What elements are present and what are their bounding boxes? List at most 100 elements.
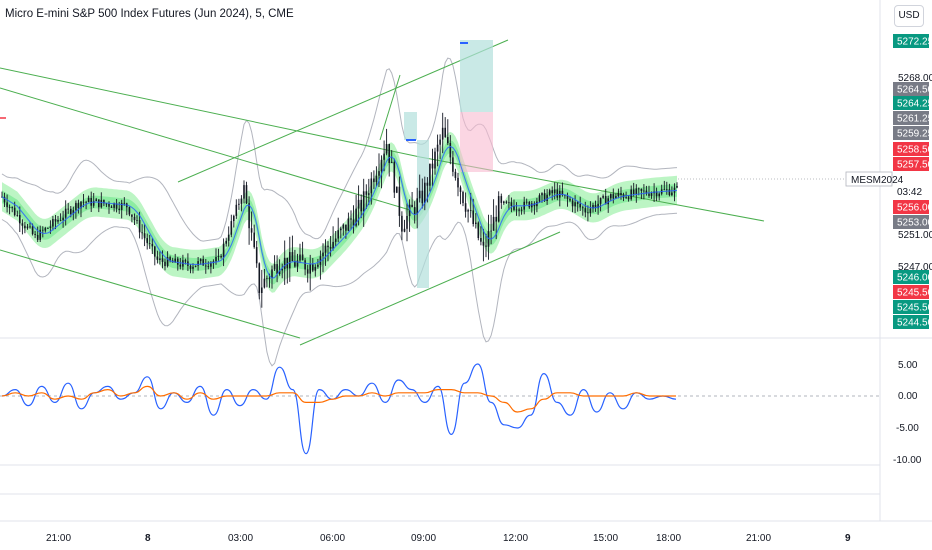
- oscillator-pane: [0, 363, 880, 455]
- candle-body: [390, 161, 393, 163]
- candle-body: [671, 192, 673, 196]
- candle-body: [546, 194, 548, 201]
- time-tick: 9: [845, 533, 851, 544]
- oscillator-tick: -5.00: [896, 423, 919, 434]
- candle-body: [342, 224, 345, 229]
- candle-body: [650, 193, 653, 196]
- candle-body: [44, 228, 47, 231]
- short-target-zone: [460, 40, 493, 112]
- time-tick: 21:00: [46, 533, 71, 544]
- candle-body: [462, 191, 464, 204]
- time-tick: 06:00: [320, 533, 345, 544]
- candle-body: [441, 127, 444, 140]
- oscillator-tick: 5.00: [898, 360, 918, 371]
- oscillator-tick: 0.00: [898, 391, 918, 402]
- candle-body: [648, 193, 650, 196]
- long-target-zone: [417, 140, 429, 288]
- candle-body: [607, 198, 609, 205]
- candle-body: [393, 161, 396, 193]
- candle-body: [210, 263, 212, 267]
- keltner-band-fill: [2, 131, 677, 293]
- currency-button[interactable]: USD: [894, 5, 924, 27]
- candle-body: [110, 206, 113, 208]
- candle-body: [632, 189, 635, 194]
- candle-body: [24, 225, 26, 229]
- candle-body: [199, 259, 202, 262]
- candle-body: [406, 215, 408, 229]
- candle-body: [503, 201, 505, 203]
- candle-body: [19, 215, 21, 224]
- candle-body: [166, 257, 169, 267]
- candle-body: [322, 252, 324, 257]
- time-tick: 03:00: [228, 533, 253, 544]
- candle-body: [449, 143, 452, 158]
- candle-body: [52, 219, 54, 227]
- candle-body: [59, 220, 62, 221]
- candle-body: [215, 257, 217, 262]
- candle-body: [161, 258, 164, 262]
- candle-body: [189, 265, 192, 269]
- candle-body: [612, 194, 615, 199]
- ma-line: [1, 145, 678, 279]
- candle-body: [475, 222, 477, 224]
- candle-body: [77, 202, 80, 209]
- candle-body: [617, 193, 620, 197]
- candle-body: [525, 201, 528, 203]
- candle-body: [602, 196, 604, 198]
- candle-body: [518, 209, 520, 211]
- candle-body: [500, 196, 503, 203]
- candle-body: [159, 258, 161, 260]
- price-label: 5272.25: [897, 37, 932, 48]
- candle-body: [447, 137, 449, 144]
- candle-body: [197, 261, 199, 266]
- candle-body: [620, 193, 622, 195]
- candle-body: [49, 226, 52, 228]
- candle-body: [347, 218, 350, 231]
- candle-body: [26, 226, 29, 229]
- candle-body: [115, 203, 118, 209]
- candle-body: [452, 157, 454, 172]
- candle-body: [334, 238, 337, 242]
- oscillator-tick: -10.00: [893, 455, 922, 466]
- candle-body: [258, 263, 261, 293]
- candle-body: [541, 193, 543, 196]
- candle-body: [635, 188, 638, 194]
- price-label-box: [893, 142, 929, 156]
- candle-body: [54, 219, 57, 222]
- candle-body: [235, 204, 238, 216]
- candle-body: [434, 151, 436, 169]
- price-label: 5257.50: [897, 160, 932, 171]
- price-label-box: [893, 300, 929, 314]
- candle-body: [587, 212, 589, 214]
- symbol-tag-box: [845, 171, 893, 187]
- candle-body: [668, 189, 671, 196]
- candle-body: [16, 215, 19, 216]
- candle-body: [169, 257, 171, 261]
- candle-body: [579, 203, 581, 208]
- candle-body: [485, 245, 487, 247]
- candle-body: [645, 190, 648, 194]
- candle-body: [375, 175, 378, 183]
- candle-body: [548, 190, 551, 195]
- candle-body: [294, 261, 296, 267]
- candle-body: [467, 210, 469, 212]
- candle-body: [299, 254, 301, 261]
- candle-body: [57, 220, 59, 222]
- bar-countdown: 03:42: [897, 187, 922, 198]
- candle-body: [378, 171, 380, 176]
- candle-body: [337, 230, 339, 239]
- candle-body: [638, 188, 640, 190]
- price-tick: 5251.00: [898, 230, 932, 241]
- candle-body: [457, 177, 459, 188]
- candle-body: [271, 269, 273, 278]
- candle-body: [289, 252, 291, 269]
- candle-body: [286, 257, 289, 269]
- candle-body: [281, 269, 283, 271]
- candle-body: [64, 208, 67, 218]
- price-tick: 5268.00: [898, 73, 932, 84]
- candle-body: [480, 238, 482, 242]
- position-boxes[interactable]: [0, 40, 493, 288]
- candle-body: [327, 245, 329, 248]
- oscillator-fast-line: [1, 363, 677, 455]
